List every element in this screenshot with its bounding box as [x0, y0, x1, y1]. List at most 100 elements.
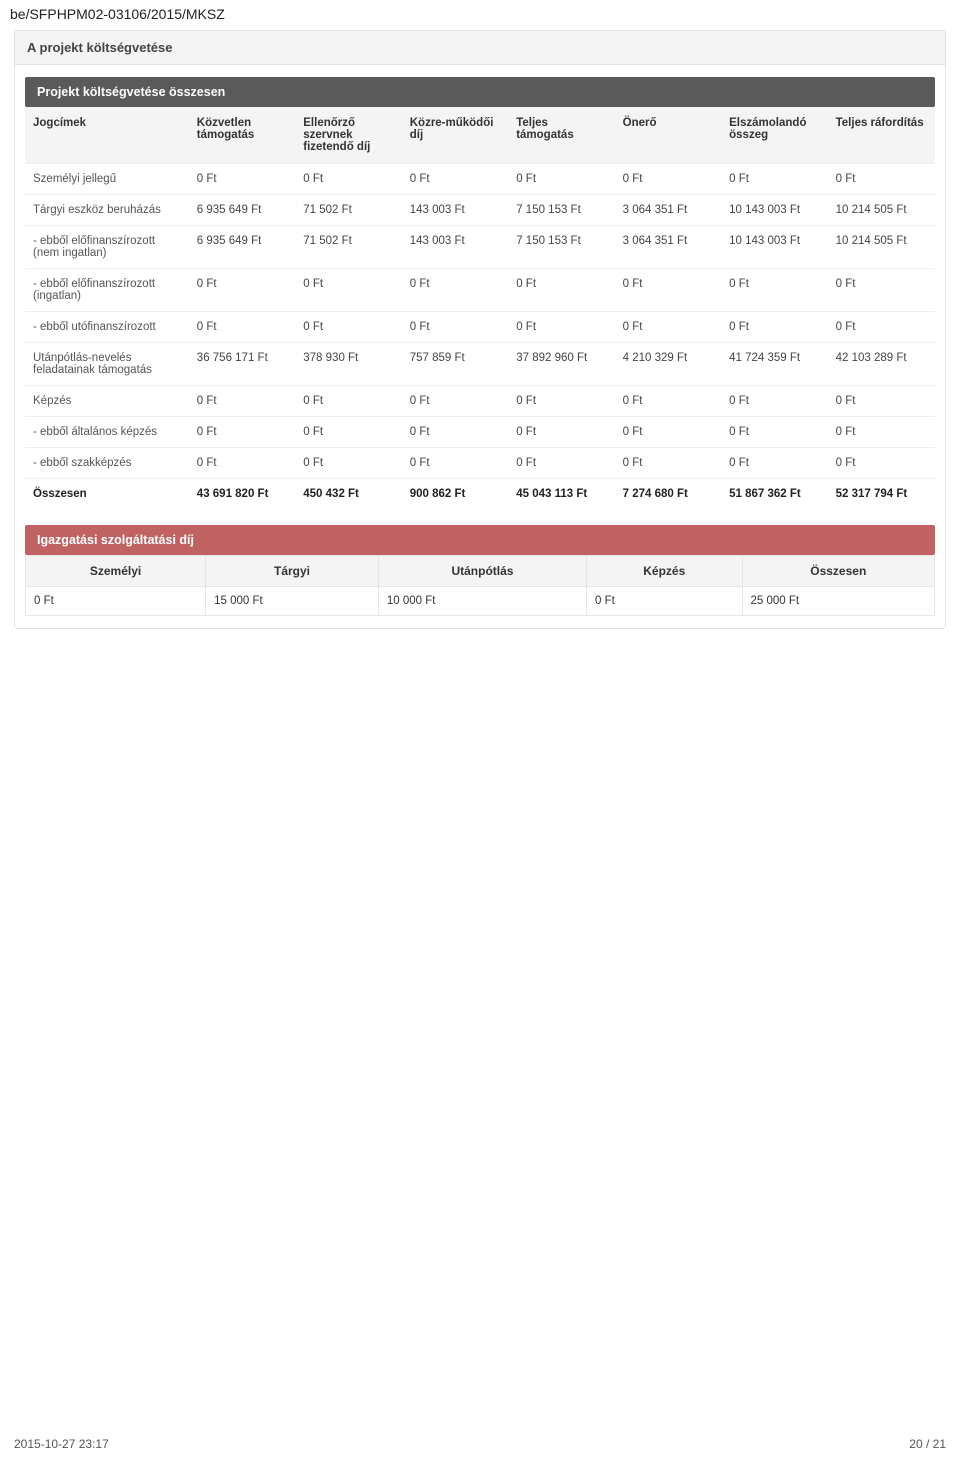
row-label: - ebből előfinanszírozott (ingatlan)	[25, 269, 189, 312]
table-row-total: Összesen43 691 820 Ft450 432 Ft900 862 F…	[25, 479, 935, 510]
table-row: - ebből előfinanszírozott (ingatlan) 0 Ft…	[25, 269, 935, 312]
budget-subheader: Projekt költségvetése összesen	[25, 77, 935, 107]
cell-value: 0 Ft	[615, 269, 721, 312]
row-label: - ebből utófinanszírozott	[25, 312, 189, 343]
cell-value: 0 Ft	[721, 448, 827, 479]
cell-value: 4 210 329 Ft	[615, 343, 721, 386]
cell-value: 6 935 649 Ft	[189, 226, 295, 269]
cell-value: 71 502 Ft	[295, 195, 401, 226]
cell-value: 0 Ft	[295, 312, 401, 343]
cell-value: 0 Ft	[721, 164, 827, 195]
cell-value: 25 000 Ft	[742, 587, 934, 616]
cell-value: 0 Ft	[508, 164, 614, 195]
cell-value: 0 Ft	[402, 448, 508, 479]
cell-value: 0 Ft	[295, 269, 401, 312]
column-header: Önerő	[615, 107, 721, 164]
row-label: - ebből általános képzés	[25, 417, 189, 448]
cell-value: 0 Ft	[828, 417, 935, 448]
cell-value: 0 Ft	[189, 417, 295, 448]
cell-value: 0 Ft	[721, 269, 827, 312]
fees-header: Igazgatási szolgáltatási díj	[25, 525, 935, 555]
table-row: Személyi jellegű0 Ft0 Ft0 Ft0 Ft0 Ft0 Ft…	[25, 164, 935, 195]
table-row: - ebből általános képzés0 Ft0 Ft0 Ft0 Ft…	[25, 417, 935, 448]
page-footer: 2015-10-27 23:17 20 / 21	[14, 1437, 946, 1451]
fees-table: SzemélyiTárgyiUtánpótlásKépzésÖsszesen 0…	[25, 555, 935, 616]
cell-value: 0 Ft	[295, 164, 401, 195]
row-label: Képzés	[25, 386, 189, 417]
column-header: Képzés	[587, 556, 743, 587]
cell-value: 0 Ft	[295, 448, 401, 479]
table-header-row: SzemélyiTárgyiUtánpótlásKépzésÖsszesen	[26, 556, 935, 587]
cell-value: 0 Ft	[508, 386, 614, 417]
table-row: Tárgyi eszköz beruházás6 935 649 Ft71 50…	[25, 195, 935, 226]
cell-value: 143 003 Ft	[402, 195, 508, 226]
footer-page-number: 20 / 21	[909, 1437, 946, 1451]
cell-value: 900 862 Ft	[402, 479, 508, 510]
column-header: Utánpótlás	[378, 556, 586, 587]
cell-value: 0 Ft	[615, 386, 721, 417]
table-row: Képzés0 Ft0 Ft0 Ft0 Ft0 Ft0 Ft0 Ft	[25, 386, 935, 417]
cell-value: 0 Ft	[828, 269, 935, 312]
cell-value: 36 756 171 Ft	[189, 343, 295, 386]
cell-value: 0 Ft	[295, 417, 401, 448]
cell-value: 0 Ft	[587, 587, 743, 616]
cell-value: 10 214 505 Ft	[828, 195, 935, 226]
cell-value: 0 Ft	[508, 269, 614, 312]
cell-value: 0 Ft	[189, 386, 295, 417]
table-header-row: JogcímekKözvetlen támogatásEllenőrző sze…	[25, 107, 935, 164]
cell-value: 0 Ft	[189, 448, 295, 479]
table-row: Utánpótlás-nevelés feladatainak támogatá…	[25, 343, 935, 386]
footer-timestamp: 2015-10-27 23:17	[14, 1437, 109, 1451]
cell-value: 45 043 113 Ft	[508, 479, 614, 510]
column-header: Összesen	[742, 556, 934, 587]
column-header: Közvetlen támogatás	[189, 107, 295, 164]
cell-value: 0 Ft	[295, 386, 401, 417]
cell-value: 7 274 680 Ft	[615, 479, 721, 510]
section-title: A projekt költségvetése	[15, 31, 945, 65]
cell-value: 0 Ft	[828, 386, 935, 417]
cell-value: 43 691 820 Ft	[189, 479, 295, 510]
cell-value: 0 Ft	[615, 312, 721, 343]
cell-value: 0 Ft	[721, 312, 827, 343]
row-label: - ebből szakképzés	[25, 448, 189, 479]
cell-value: 0 Ft	[828, 448, 935, 479]
table-row: 0 Ft15 000 Ft10 000 Ft0 Ft25 000 Ft	[26, 587, 935, 616]
cell-value: 3 064 351 Ft	[615, 226, 721, 269]
cell-value: 10 143 003 Ft	[721, 195, 827, 226]
table-row: - ebből szakképzés0 Ft0 Ft0 Ft0 Ft0 Ft0 …	[25, 448, 935, 479]
cell-value: 10 214 505 Ft	[828, 226, 935, 269]
cell-value: 7 150 153 Ft	[508, 195, 614, 226]
cell-value: 0 Ft	[402, 164, 508, 195]
cell-value: 0 Ft	[508, 417, 614, 448]
cell-value: 3 064 351 Ft	[615, 195, 721, 226]
table-row: - ebből utófinanszírozott0 Ft0 Ft0 Ft0 F…	[25, 312, 935, 343]
cell-value: 378 930 Ft	[295, 343, 401, 386]
table-row: - ebből előfinanszírozott (nem ingatlan)…	[25, 226, 935, 269]
cell-value: 0 Ft	[402, 386, 508, 417]
cell-value: 0 Ft	[402, 269, 508, 312]
column-header: Teljes ráfordítás	[828, 107, 935, 164]
cell-value: 143 003 Ft	[402, 226, 508, 269]
cell-value: 450 432 Ft	[295, 479, 401, 510]
cell-value: 0 Ft	[615, 417, 721, 448]
cell-value: 0 Ft	[721, 417, 827, 448]
cell-value: 15 000 Ft	[206, 587, 379, 616]
cell-value: 10 143 003 Ft	[721, 226, 827, 269]
cell-value: 42 103 289 Ft	[828, 343, 935, 386]
cell-value: 41 724 359 Ft	[721, 343, 827, 386]
cell-value: 0 Ft	[615, 164, 721, 195]
cell-value: 0 Ft	[189, 164, 295, 195]
cell-value: 0 Ft	[828, 164, 935, 195]
cell-value: 52 317 794 Ft	[828, 479, 935, 510]
cell-value: 0 Ft	[721, 386, 827, 417]
row-label: - ebből előfinanszírozott (nem ingatlan)	[25, 226, 189, 269]
cell-value: 37 892 960 Ft	[508, 343, 614, 386]
cell-value: 0 Ft	[508, 448, 614, 479]
row-label: Személyi jellegű	[25, 164, 189, 195]
cell-value: 0 Ft	[828, 312, 935, 343]
budget-panel: A projekt költségvetése Projekt költségv…	[14, 30, 946, 629]
cell-value: 71 502 Ft	[295, 226, 401, 269]
cell-value: 0 Ft	[615, 448, 721, 479]
doc-id: be/SFPHPM02-03106/2015/MKSZ	[0, 0, 960, 26]
column-header: Ellenőrző szervnek fizetendő díj	[295, 107, 401, 164]
